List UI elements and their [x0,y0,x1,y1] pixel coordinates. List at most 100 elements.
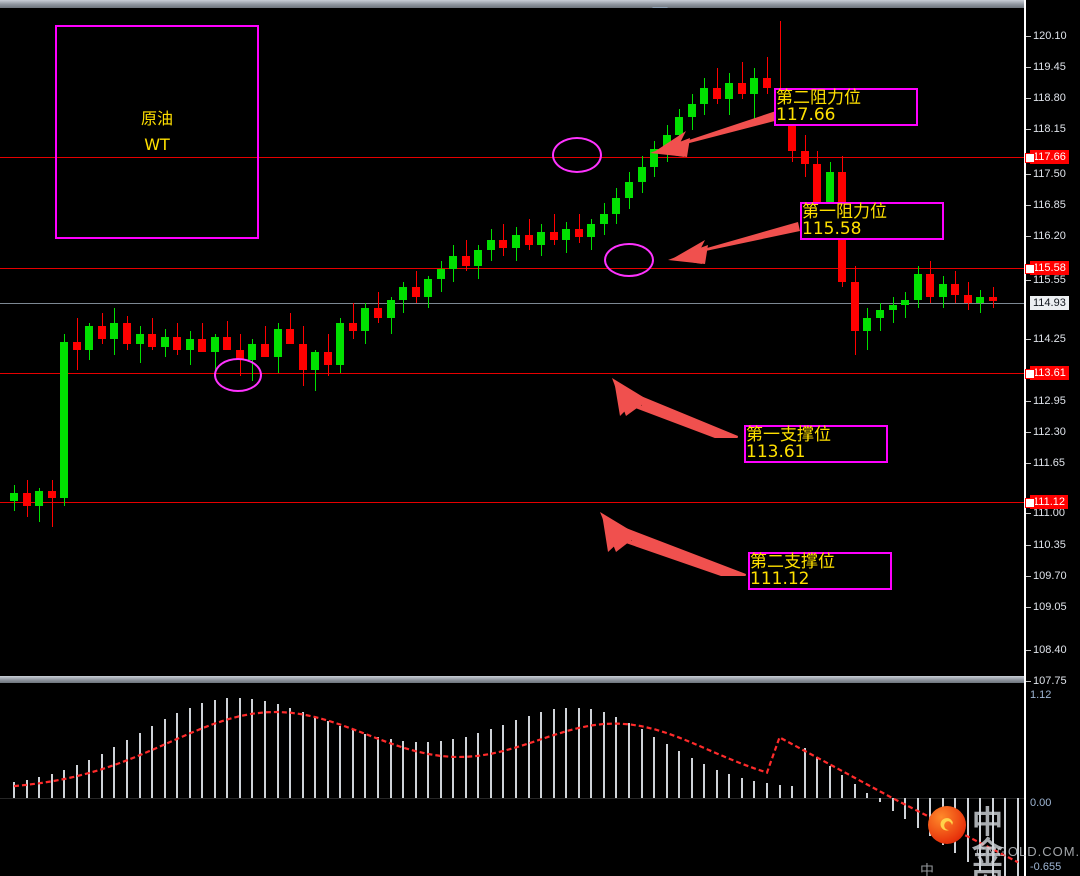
candle-body [951,284,960,295]
candle-body [248,344,257,361]
macd-bar [627,722,630,798]
axis-tick-label: 118.80 [1033,92,1066,104]
candle-body [373,307,382,319]
candle-body [763,78,771,89]
watermark-brand: 中金网 [972,805,1005,876]
macd-bar [138,732,141,798]
instrument-label-box[interactable]: 原油 WT [55,25,259,239]
highlight-ellipse-support1 [214,358,262,392]
macd-bar [427,741,430,798]
candle-wick [202,323,204,353]
candle-body [424,279,433,298]
axis-tick-mark [1026,607,1031,608]
candle-wick [767,57,768,94]
badge-117-66[interactable]: 117.66 [1025,150,1069,164]
macd-bar [364,733,367,798]
macd-bar [991,798,994,876]
axis-tick-mark [1026,174,1031,175]
macd-bar [841,775,844,798]
macd-bar [703,764,706,798]
badge-115-58[interactable]: 115.58 [1025,261,1069,275]
axis-tick-mark [1026,401,1031,402]
axis-tick-mark [1026,280,1031,281]
macd-bar [276,703,279,798]
macd-bar [540,712,543,798]
badge-114-93[interactable]: 114.93 [1030,296,1069,310]
macd-bar [464,736,467,798]
candle-body [160,336,169,347]
candle-wick [503,224,505,256]
candle-body [198,339,207,353]
candle-wick [315,349,317,392]
price-axis[interactable]: 120.10 119.45 118.80 118.15 117.50 116.85 116.… [1024,0,1080,876]
badge-drag-handle[interactable] [1025,369,1035,379]
candle-body [449,255,458,269]
macd-bar [238,698,241,798]
macd-bar [565,707,568,798]
macd-bar [301,712,304,798]
macd-pane[interactable] [0,683,1024,876]
instrument-label-line2: WT [144,135,170,154]
candle-body [850,281,859,332]
price-line-last-price[interactable] [0,303,1024,304]
second-support-note[interactable]: 第二支撑位111.12 [748,552,892,590]
macd-bar [439,741,442,798]
macd-bar [264,700,266,798]
candle-wick [352,302,354,340]
arrow-to-first-support [612,378,738,438]
axis-tick-label: 111.00 [1033,507,1066,519]
badge-drag-handle[interactable] [1025,264,1035,274]
candle-body [298,344,307,371]
second-resistance-note[interactable]: 第二阻力位117.66 [774,88,918,126]
candle-wick [252,339,254,381]
axis-tick-mark [1026,67,1031,68]
badge-111-12[interactable]: 111.12 [1025,495,1069,509]
candle-body [486,239,495,251]
candle-body [700,88,709,105]
axis-tick-mark [1026,576,1031,577]
candle-body [60,341,69,499]
price-line-first-resistance[interactable] [0,268,1024,269]
macd-bar [891,798,894,811]
watermark-url: CNGOLD.COM.CN [976,844,1080,859]
candle-body [524,234,533,246]
axis-tick-label: 110.35 [1033,539,1066,551]
first-resistance-note[interactable]: 第一阻力位115.58 [800,202,944,240]
candle-body [901,299,910,306]
macd-bar [13,781,15,798]
candle-wick [214,333,216,371]
candle-body [913,273,922,300]
macd-bar [226,698,229,798]
badge-drag-handle[interactable] [1025,498,1035,508]
macd-bar [1004,798,1007,876]
macd-bar [188,707,191,798]
first-support-note[interactable]: 第一支撑位113.61 [744,425,888,463]
candle-wick [227,320,229,350]
price-line-second-resistance[interactable] [0,157,1024,158]
macd-bar [376,736,379,798]
candle-body [725,83,734,99]
candle-wick [377,292,379,324]
badge-113-61[interactable]: 113.61 [1025,366,1069,380]
macd-bar [477,733,480,798]
axis-tick-label: 119.45 [1033,61,1066,73]
macd-bar [690,758,693,798]
macd-bar [753,780,756,798]
candle-body [675,117,684,136]
pane-divider[interactable] [0,676,1080,683]
macd-upper-label: 1.12 [1030,689,1052,701]
macd-bar [916,798,919,828]
price-line-second-support[interactable] [0,502,1024,503]
macd-bar [866,793,869,798]
macd-bar [791,785,794,798]
candle-body [863,318,872,332]
macd-bar [351,730,354,798]
macd-bar [38,777,41,798]
macd-bar [602,712,605,798]
highlight-ellipse-resistance1 [604,243,654,277]
price-line-first-support[interactable] [0,373,1024,374]
macd-bar [163,719,166,798]
candle-body [650,148,659,167]
candle-wick [578,213,580,243]
badge-drag-handle[interactable] [1025,153,1035,163]
